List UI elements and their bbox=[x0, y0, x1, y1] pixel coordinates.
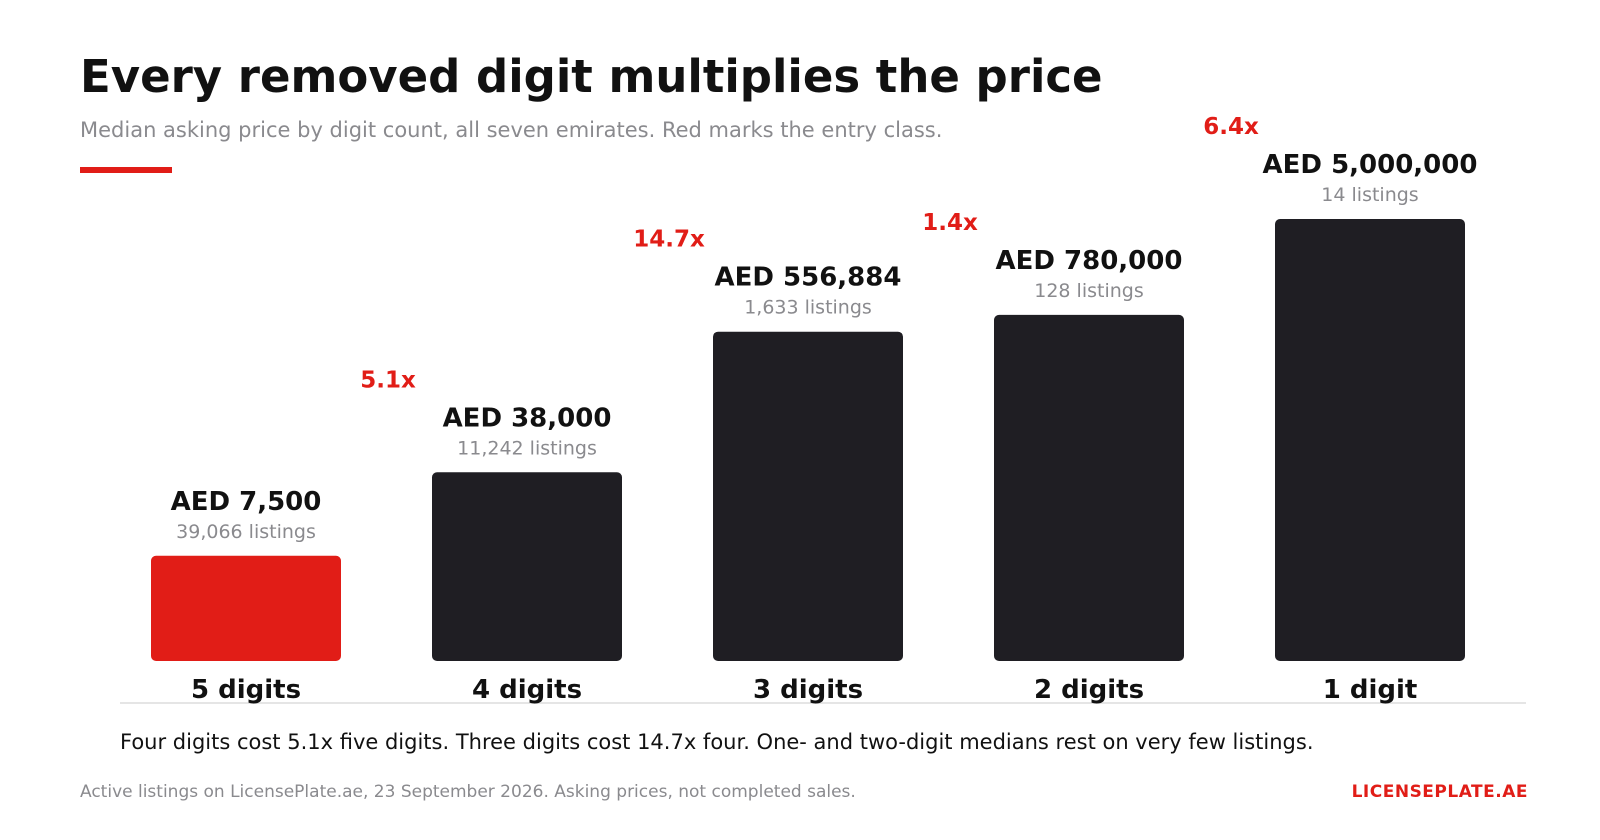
bar-5 bbox=[1275, 219, 1465, 661]
multiplier-label: 1.4x bbox=[922, 210, 978, 236]
bar-listings-label: 128 listings bbox=[1034, 280, 1144, 302]
chart-subtitle: Median asking price by digit count, all … bbox=[80, 118, 943, 142]
multiplier-label: 14.7x bbox=[633, 227, 705, 253]
multiplier-label: 5.1x bbox=[360, 367, 416, 393]
brand-logo: LICENSEPLATE.AE bbox=[1351, 782, 1528, 802]
bar-value-label: AED 7,500 bbox=[171, 487, 322, 517]
chart-title: Every removed digit multiplies the price bbox=[80, 50, 1103, 103]
multiplier-label: 6.4x bbox=[1203, 114, 1259, 140]
bar-value-label: AED 5,000,000 bbox=[1263, 150, 1478, 180]
x-tick-label: 4 digits bbox=[472, 675, 582, 705]
x-tick-label: 3 digits bbox=[753, 675, 863, 705]
x-tick-label: 1 digit bbox=[1323, 675, 1418, 705]
bar-chart: AED 7,500 39,066 listings 5 digits AED 38,0… bbox=[120, 114, 1526, 705]
bar-listings-label: 14 listings bbox=[1321, 184, 1418, 206]
bar-listings-label: 39,066 listings bbox=[176, 521, 316, 543]
bar-value-label: AED 556,884 bbox=[715, 263, 902, 293]
x-tick-label: 2 digits bbox=[1034, 675, 1144, 705]
bar-listings-label: 1,633 listings bbox=[744, 297, 872, 319]
bar-1 bbox=[151, 555, 341, 661]
bar-3 bbox=[713, 331, 903, 661]
bar-listings-label: 11,242 listings bbox=[457, 437, 597, 459]
chart-caption: Four digits cost 5.1x five digits. Three… bbox=[120, 730, 1314, 754]
bar-2 bbox=[432, 472, 622, 661]
bar-4 bbox=[994, 314, 1184, 661]
bar-value-label: AED 780,000 bbox=[996, 246, 1183, 276]
source-note: Active listings on LicensePlate.ae, 23 S… bbox=[80, 782, 856, 802]
accent-rule bbox=[80, 167, 172, 173]
x-tick-label: 5 digits bbox=[191, 675, 301, 705]
bar-value-label: AED 38,000 bbox=[443, 403, 612, 433]
